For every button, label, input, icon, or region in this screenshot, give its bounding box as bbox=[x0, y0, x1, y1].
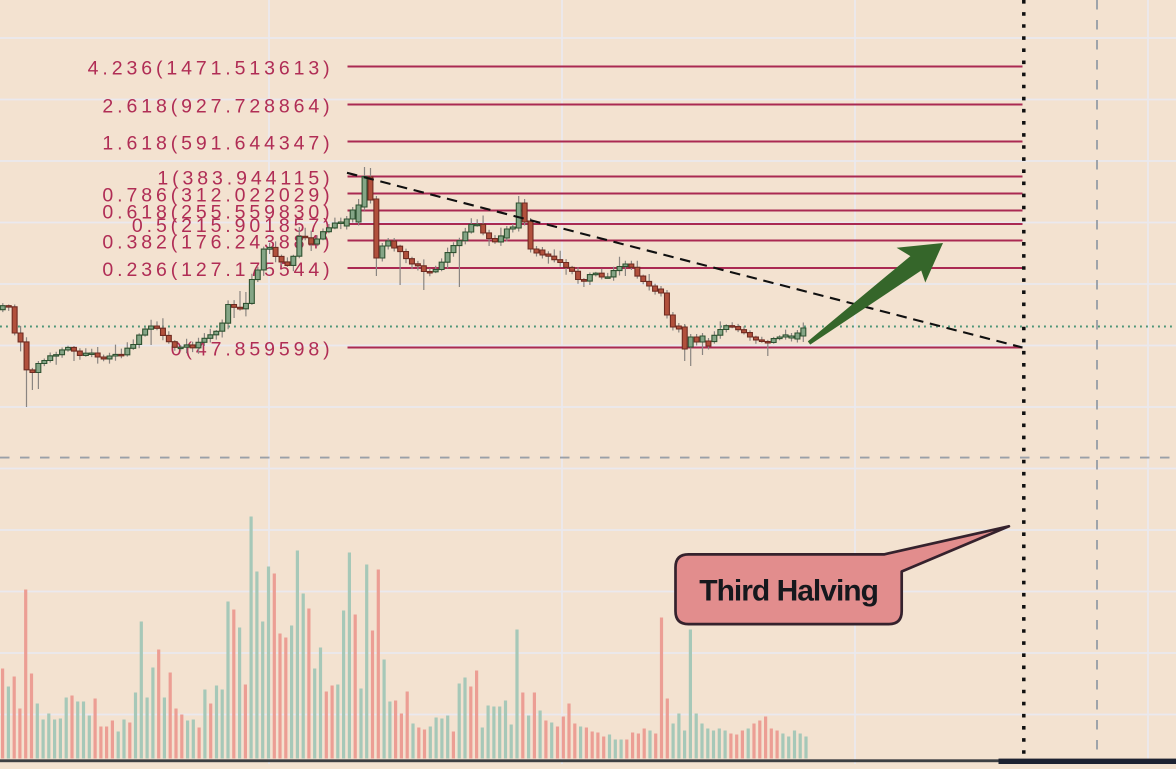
svg-text:1.618(591.644347): 1.618(591.644347) bbox=[102, 132, 333, 154]
svg-text:0(47.859598): 0(47.859598) bbox=[171, 338, 334, 360]
svg-text:2.618(927.728864): 2.618(927.728864) bbox=[102, 95, 333, 117]
svg-text:4.236(1471.513613): 4.236(1471.513613) bbox=[88, 57, 334, 79]
svg-text:Third Halving: Third Halving bbox=[699, 575, 878, 608]
svg-text:0.236(127.175544): 0.236(127.175544) bbox=[102, 259, 333, 281]
